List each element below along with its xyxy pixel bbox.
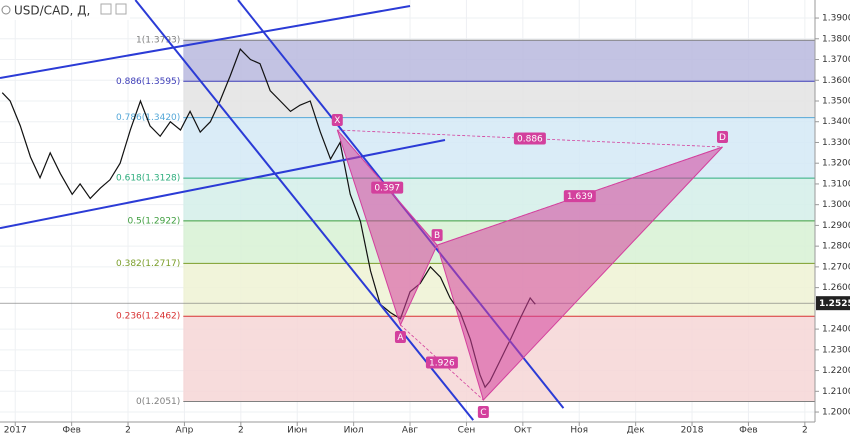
x-tick-label: Апр bbox=[176, 426, 194, 434]
y-tick-label: 1.2600 bbox=[822, 283, 850, 293]
y-tick-label: 1.3300 bbox=[822, 138, 850, 148]
header-bg bbox=[0, 0, 130, 20]
y-tick-label: 1.3600 bbox=[822, 76, 850, 86]
pattern-label: B bbox=[434, 231, 440, 241]
last-price-label: 1.2525 bbox=[819, 299, 850, 309]
x-tick-label: Фев bbox=[62, 426, 81, 434]
x-tick-label: 2018 bbox=[681, 426, 704, 434]
pattern-label: 0.397 bbox=[374, 184, 400, 194]
x-tick-label: Июн bbox=[287, 426, 307, 434]
y-tick-label: 1.2200 bbox=[822, 366, 850, 376]
y-tick-label: 1.2000 bbox=[822, 408, 850, 418]
pattern-label-box bbox=[563, 190, 596, 203]
fib-label: 0.236(1.2462) bbox=[116, 312, 180, 322]
y-tick-label: 1.3000 bbox=[822, 200, 850, 210]
y-tick-label: 1.2100 bbox=[822, 387, 850, 397]
y-tick-label: 1.2900 bbox=[822, 221, 850, 231]
pattern-label-box bbox=[717, 131, 729, 144]
pattern-label: D bbox=[719, 133, 726, 143]
x-tick-label: 2 bbox=[802, 426, 808, 434]
pattern-label: 0.886 bbox=[517, 135, 543, 145]
y-tick-label: 1.3500 bbox=[822, 96, 850, 106]
y-tick-label: 1.3700 bbox=[822, 55, 850, 65]
fib-label: 0.886(1.3595) bbox=[116, 77, 180, 87]
pattern-label: A bbox=[397, 333, 404, 343]
pattern-label-box bbox=[513, 132, 546, 145]
pattern-label: C bbox=[480, 408, 486, 418]
fib-band bbox=[183, 117, 815, 179]
y-tick-label: 1.3900 bbox=[822, 14, 850, 24]
y-tick-label: 1.3200 bbox=[822, 159, 850, 169]
pattern-label-box bbox=[394, 330, 406, 343]
settings-icon[interactable] bbox=[100, 3, 112, 15]
last-price-tag bbox=[816, 296, 850, 311]
x-tick-label: Авг bbox=[402, 426, 418, 434]
y-tick-label: 1.3400 bbox=[822, 117, 850, 127]
fib-band bbox=[183, 178, 815, 221]
y-tick-label: 1.2800 bbox=[822, 242, 850, 252]
fib-label: 0.5(1.2922) bbox=[127, 216, 180, 226]
pattern-label: 1.639 bbox=[567, 192, 593, 202]
y-tick-label: 1.3800 bbox=[822, 34, 850, 44]
pattern-label-box bbox=[371, 181, 404, 194]
plot: 1(1.3793) 0.886(1.3595) 0.786(1.3420) 0.618… bbox=[0, 0, 815, 422]
fib-band bbox=[183, 40, 815, 82]
pattern-label-box bbox=[431, 229, 443, 242]
fib-label: 0.618(1.3128) bbox=[116, 174, 180, 184]
y-tick-label: 1.2300 bbox=[822, 345, 850, 355]
pattern-label-box bbox=[331, 114, 343, 127]
close-icon[interactable] bbox=[115, 3, 127, 15]
x-tick-label: 2 bbox=[238, 426, 244, 434]
pattern-label: 1.926 bbox=[429, 358, 455, 368]
x-tick-label: Сен bbox=[458, 426, 476, 434]
y-tick-label: 1.3100 bbox=[822, 179, 850, 189]
pattern-label: X bbox=[334, 116, 340, 126]
y-tick-label: 1.2700 bbox=[822, 262, 850, 272]
x-tick-label: Июл bbox=[344, 426, 364, 434]
fib-label: 0(1.2051) bbox=[136, 397, 180, 407]
fib-label: 1(1.3793) bbox=[136, 36, 180, 46]
search-icon[interactable] bbox=[1, 5, 11, 15]
fib-label: 0.786(1.3420) bbox=[116, 113, 180, 123]
trend-line bbox=[0, 138, 446, 230]
fib-band bbox=[183, 81, 815, 118]
symbol[interactable]: USD/CAD, Д, bbox=[14, 4, 90, 18]
x-tick-label: 2017 bbox=[4, 426, 27, 434]
fib-label: 0.382(1.2717) bbox=[116, 259, 180, 269]
x-tick-label: Окт bbox=[514, 426, 532, 434]
pattern-label-box bbox=[477, 406, 489, 419]
x-tick-label: Ноя bbox=[570, 426, 588, 434]
trend-line bbox=[134, 0, 474, 421]
x-tick-label: Дек bbox=[627, 426, 646, 434]
pattern-label-box bbox=[425, 356, 458, 369]
x-tick-label: Фев bbox=[739, 426, 758, 434]
y-tick-label: 1.2400 bbox=[822, 325, 850, 335]
x-tick-label: 2 bbox=[125, 426, 131, 434]
trend-line bbox=[0, 5, 411, 79]
